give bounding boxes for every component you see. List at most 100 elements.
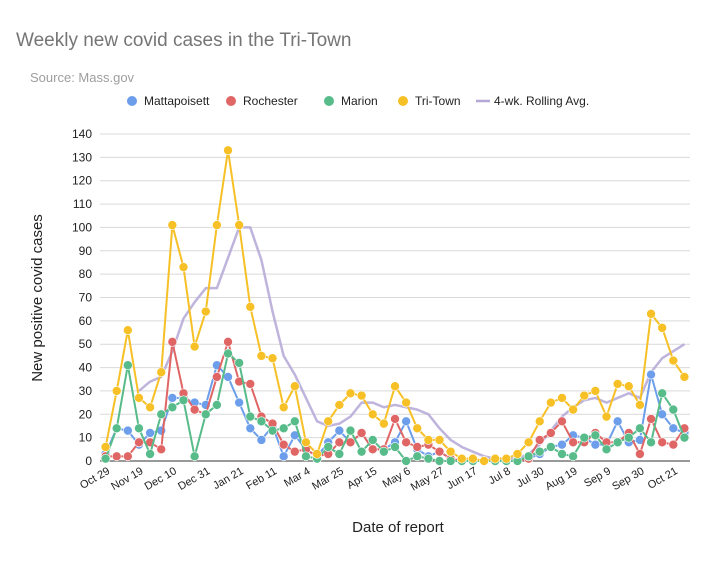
data-point (290, 381, 300, 392)
data-point (412, 423, 423, 434)
chart-subtitle: Source: Mass.gov (30, 70, 135, 85)
data-point (635, 400, 645, 410)
data-point (123, 360, 133, 371)
data-point (234, 397, 244, 408)
data-point (367, 435, 378, 445)
x-tick-label: Dec 10 (143, 465, 179, 493)
data-point (523, 437, 534, 448)
data-point (123, 425, 133, 436)
data-point (557, 393, 567, 403)
data-point (156, 444, 167, 455)
data-point (123, 451, 133, 462)
data-point (356, 428, 367, 438)
data-point (657, 437, 667, 448)
data-point (223, 348, 233, 359)
data-point (123, 325, 133, 336)
data-point (178, 395, 189, 406)
legend-marker (324, 96, 334, 106)
data-point (401, 456, 411, 466)
data-point (334, 449, 345, 459)
data-point (590, 439, 601, 450)
y-tick-label: 130 (72, 150, 92, 164)
data-point (134, 437, 144, 448)
data-point (379, 418, 389, 429)
data-point (445, 456, 456, 466)
legend-label: 4-wk. Rolling Avg. (494, 94, 589, 108)
data-point (189, 341, 200, 352)
data-point (668, 439, 679, 450)
data-point (212, 372, 222, 382)
x-tick-label: Dec 31 (176, 465, 212, 493)
data-point (379, 446, 389, 457)
data-point (557, 439, 567, 450)
data-point (345, 425, 356, 436)
data-point (267, 425, 278, 436)
data-point (278, 423, 289, 434)
data-point (490, 453, 500, 464)
data-point (323, 442, 334, 452)
data-point (223, 372, 233, 382)
data-point (334, 425, 345, 436)
data-point (111, 423, 122, 434)
data-point (601, 444, 612, 455)
data-point (111, 451, 122, 462)
data-point (145, 402, 155, 413)
data-point (668, 404, 679, 415)
data-point (412, 451, 423, 462)
legend-item: Mattapoisett (127, 94, 210, 108)
data-point (523, 451, 534, 462)
data-point (290, 416, 300, 427)
data-point (200, 306, 211, 317)
data-point (367, 409, 378, 420)
series-marion (100, 348, 690, 466)
legend-item: 4-wk. Rolling Avg. (476, 94, 589, 108)
y-tick-label: 40 (79, 361, 93, 375)
data-point (223, 145, 233, 156)
x-tick-label: Jul 8 (487, 465, 513, 487)
data-point (445, 446, 456, 457)
x-tick-label: Feb 11 (244, 465, 279, 492)
legend-label: Rochester (243, 94, 298, 108)
data-point (245, 411, 256, 422)
data-point (245, 379, 256, 389)
data-point (534, 446, 545, 457)
x-tick-label: Jun 17 (445, 465, 480, 492)
data-point (646, 309, 656, 319)
data-point (401, 416, 411, 427)
data-point (178, 262, 189, 272)
data-point (546, 397, 556, 408)
legend: Mattapoisett Rochester Marion Tri-Town 4-wk.… (127, 94, 589, 108)
data-point (145, 428, 155, 438)
x-tick-label: Aug 19 (543, 465, 579, 493)
y-tick-label: 100 (72, 220, 92, 234)
data-point (334, 400, 345, 410)
y-tick-label: 70 (79, 291, 93, 305)
y-axis-ticks: 0 10 20 30 40 50 60 70 80 90 100 110 120 130 140 (72, 127, 92, 468)
data-point (590, 430, 601, 441)
data-point (156, 409, 167, 420)
legend-marker (127, 96, 137, 106)
data-point (267, 353, 278, 364)
data-point (635, 449, 645, 459)
data-point (679, 372, 690, 382)
y-tick-label: 140 (72, 127, 92, 141)
data-point (612, 379, 623, 389)
data-point (479, 456, 489, 466)
series-line (138, 226, 686, 460)
x-tick-label: Jan 21 (211, 465, 246, 492)
data-point (412, 442, 423, 452)
y-tick-label: 0 (85, 454, 92, 468)
data-point (646, 369, 656, 380)
plot-area (100, 145, 690, 466)
data-point (278, 451, 289, 462)
data-point (189, 451, 200, 462)
y-tick-label: 50 (79, 337, 93, 351)
data-point (356, 446, 367, 457)
data-point (256, 435, 267, 445)
x-tick-label: Sep 9 (582, 465, 613, 490)
data-point (401, 397, 411, 408)
data-point (167, 220, 178, 230)
legend-item: Marion (324, 94, 378, 108)
data-point (189, 404, 200, 415)
